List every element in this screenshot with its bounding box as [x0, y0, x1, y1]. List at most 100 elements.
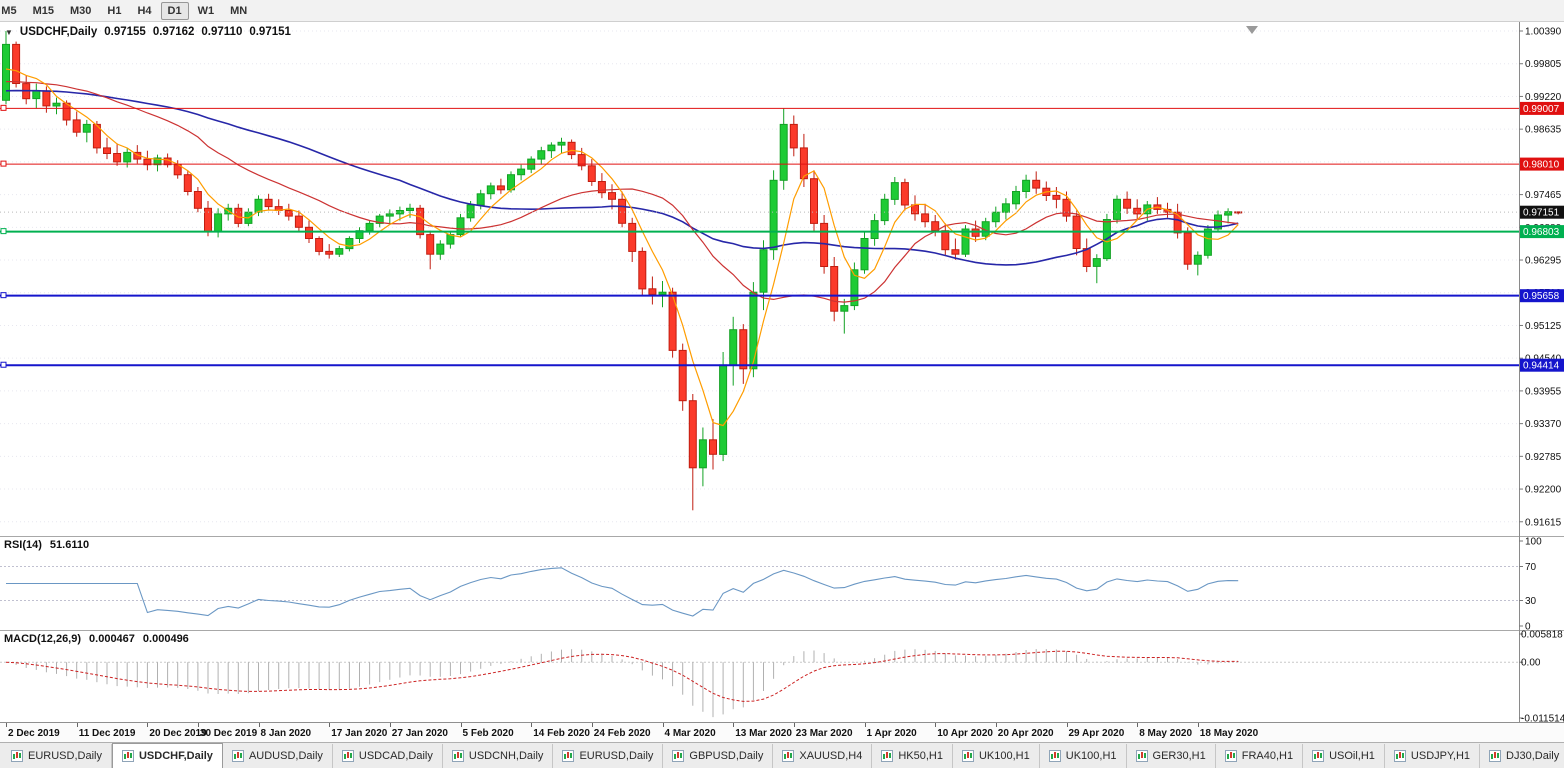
- level-line-handle[interactable]: [0, 228, 7, 235]
- chart-tab-usdchf-daily[interactable]: USDCHF,Daily: [111, 743, 223, 768]
- candle: [294, 210, 303, 232]
- candle: [375, 213, 384, 228]
- candle: [1193, 251, 1202, 276]
- chart-tab-eurusd-daily[interactable]: EURUSD,Daily: [2, 744, 112, 768]
- candle: [830, 257, 839, 322]
- candle: [32, 83, 41, 109]
- time-axis-tick: [864, 723, 866, 727]
- chart-tab-xauusd-h4[interactable]: XAUUSD,H4: [773, 744, 873, 768]
- price-axis[interactable]: 1.003900.998050.992200.986350.980500.974…: [1519, 27, 1564, 725]
- price-axis-label: 1.00390: [1525, 27, 1562, 38]
- time-axis[interactable]: 2 Dec 2019 11 Dec 2019 20 Dec 2019 30 Dec 2…: [0, 722, 1564, 742]
- chart-tab-uk100-h1[interactable]: UK100,H1: [953, 744, 1040, 768]
- candle: [810, 170, 818, 232]
- time-axis-tick: [995, 723, 997, 727]
- candle: [103, 137, 111, 160]
- chart-tab-fra40-h1[interactable]: FRA40,H1: [1216, 744, 1304, 768]
- level-line-handle[interactable]: [0, 104, 7, 111]
- level-line-handle[interactable]: [0, 292, 7, 299]
- time-axis-label: 27 Jan 2020: [391, 728, 448, 739]
- candle: [355, 227, 364, 243]
- candle: [1203, 225, 1212, 259]
- svg-text:0.95658: 0.95658: [1523, 291, 1560, 302]
- candle: [1224, 208, 1233, 224]
- chart-tab-usdcnh-daily[interactable]: USDCNH,Daily: [443, 744, 554, 768]
- candle: [527, 156, 536, 174]
- candle: [486, 182, 495, 200]
- chart-tab-dj30-daily[interactable]: DJ30,Daily: [1480, 744, 1564, 768]
- price-axis-label: 0.97465: [1525, 190, 1562, 201]
- time-axis-tick: [591, 723, 593, 727]
- svg-text:0.96803: 0.96803: [1523, 227, 1560, 238]
- chart-tab-eurusd-daily[interactable]: EURUSD,Daily: [553, 744, 664, 768]
- candle: [961, 225, 970, 257]
- timeframe-button-m15[interactable]: M15: [26, 2, 61, 20]
- candle: [789, 115, 798, 157]
- chart-tab-gbpusd-daily[interactable]: GBPUSD,Daily: [663, 744, 774, 768]
- current-price-tag: 0.97151: [1520, 205, 1564, 219]
- level-line-handle[interactable]: [0, 361, 7, 368]
- level-line-handle[interactable]: [0, 160, 7, 167]
- candle: [597, 173, 606, 199]
- candle: [234, 203, 243, 228]
- chart-tab-usdjpy-h1[interactable]: USDJPY,H1: [1385, 744, 1481, 768]
- candle: [587, 159, 596, 186]
- chart-tab-usdcad-daily[interactable]: USDCAD,Daily: [333, 744, 443, 768]
- candles: [2, 31, 1243, 511]
- chart-tab-icon: [1312, 750, 1325, 762]
- chart-tab-icon: [1224, 750, 1237, 762]
- time-axis-label: 23 Mar 2020: [795, 728, 853, 739]
- timeframe-button-m5[interactable]: M5: [0, 2, 24, 20]
- candle: [72, 111, 81, 137]
- candle: [931, 215, 940, 237]
- candle: [850, 262, 859, 311]
- chart-tab-ger30-h1[interactable]: GER30,H1: [1127, 744, 1216, 768]
- time-axis-label: 8 Jan 2020: [260, 728, 312, 739]
- candle: [92, 121, 101, 154]
- svg-text:0.94414: 0.94414: [1523, 361, 1560, 372]
- chart-tab-label: AUDUSD,Daily: [248, 750, 323, 762]
- candle: [426, 230, 435, 270]
- timeframe-button-d1[interactable]: D1: [160, 1, 189, 20]
- price-tag-0.98010: 0.98010: [1520, 157, 1564, 171]
- chart-tab-icon: [1135, 750, 1148, 762]
- candle: [22, 75, 31, 105]
- candle: [1082, 238, 1091, 273]
- price-tag-0.96803: 0.96803: [1520, 225, 1564, 239]
- macd-histogram: [15, 649, 1239, 718]
- chart-tab-audusd-daily[interactable]: AUDUSD,Daily: [223, 744, 333, 768]
- chart-tab-uk100-h1[interactable]: UK100,H1: [1040, 744, 1127, 768]
- timeframe-toolbar: M1M5M15M30H1H4D1W1MN: [0, 0, 1564, 22]
- candle: [1234, 211, 1243, 215]
- candle: [12, 41, 21, 88]
- price-axis-label: 0.99220: [1525, 92, 1562, 103]
- svg-text:0.99007: 0.99007: [1523, 104, 1560, 115]
- candle: [2, 31, 10, 105]
- chart-tab-usoil-h1[interactable]: USOil,H1: [1303, 744, 1385, 768]
- chart-menu-arrow-icon[interactable]: ▼: [5, 27, 13, 37]
- ma-line-slow: [5, 89, 1239, 266]
- candle: [759, 240, 768, 311]
- price-tag-0.94414: 0.94414: [1520, 358, 1564, 372]
- candle: [628, 217, 637, 262]
- timeframe-button-mn[interactable]: MN: [223, 2, 254, 20]
- chart-tab-label: DJ30,Daily: [1506, 750, 1560, 762]
- chart-shift-icon[interactable]: [1246, 26, 1258, 34]
- chart-tab-hk50-h1[interactable]: HK50,H1: [872, 744, 953, 768]
- chart-tab-icon: [341, 750, 354, 762]
- price-axis-label: 0.96295: [1525, 256, 1562, 267]
- candle: [1183, 227, 1192, 270]
- time-axis-label: 10 Apr 2020: [937, 728, 993, 739]
- candle: [860, 231, 869, 274]
- chart-tab-icon: [451, 750, 464, 762]
- time-axis-tick: [1197, 723, 1199, 727]
- chart-tab-icon: [562, 750, 575, 762]
- timeframe-button-w1[interactable]: W1: [191, 2, 222, 20]
- rsi-axis-label: 30: [1525, 596, 1537, 607]
- timeframe-button-h1[interactable]: H1: [100, 2, 128, 20]
- candle: [779, 108, 788, 190]
- timeframe-button-h4[interactable]: H4: [130, 2, 158, 20]
- timeframe-button-m30[interactable]: M30: [63, 2, 98, 20]
